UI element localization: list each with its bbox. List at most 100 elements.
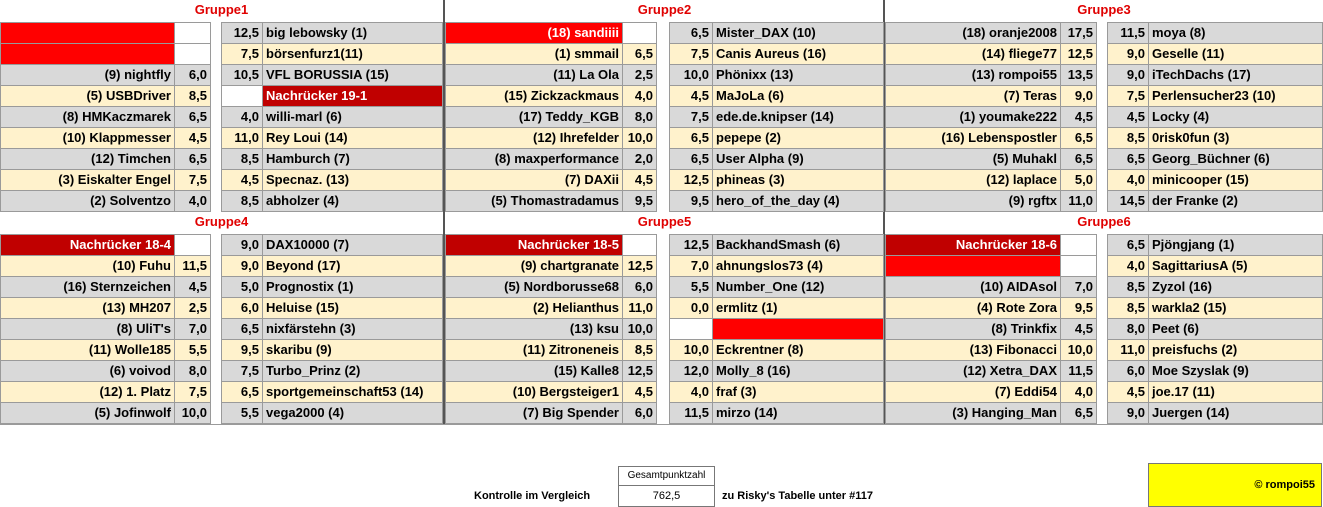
group-title: Gruppe4 [194,214,249,229]
group-title: Gruppe1 [194,2,249,17]
score: 6,5 [1060,127,1097,149]
player-name: (16) Sternzeichen [0,276,175,298]
score: 10,5 [221,64,263,86]
credit: © rompoi55 [1148,463,1322,507]
group-title: Gruppe5 [637,214,692,229]
score: 4,5 [1060,318,1097,340]
player-name: (5) Nordborusse68 [445,276,623,298]
group-title: Gruppe3 [1077,2,1131,17]
score: 6,5 [1107,234,1149,256]
score: 10,0 [174,402,211,424]
player-name: (12) Ihrefelder [445,127,623,149]
player-name: fraf (3) [712,381,884,403]
divider [883,0,885,425]
player-name: User Alpha (9) [712,148,884,170]
score: 9,5 [669,190,713,212]
player-name: Rey Loui (14) [262,127,443,149]
player-name: Zyzol (16) [1148,276,1323,298]
score: 7,5 [1107,85,1149,107]
player-name: (10) Bergsteiger1 [445,381,623,403]
score: 11,0 [221,127,263,149]
player-name: Prognostix (1) [262,276,443,298]
player-name: (8) UliT's [0,318,175,340]
score: 2,5 [174,297,211,319]
score: 7,5 [174,169,211,191]
score: 9,0 [1107,402,1149,424]
player-name: nixfärstehn (3) [262,318,443,340]
player-name: abholzer (4) [262,190,443,212]
player-name: (10) Klappmesser [0,127,175,149]
score: 12,5 [669,234,713,256]
score: 4,5 [622,381,657,403]
score: 6,5 [669,22,713,44]
score: 9,5 [221,339,263,361]
group-title: Gruppe6 [1077,214,1131,229]
score: 6,5 [221,318,263,340]
score: 0,0 [669,297,713,319]
player-name: (10) AIDAsol [885,276,1061,298]
player-name: (12) Xetra_DAX [885,360,1061,382]
player-name: (16) Lebenspostler [885,127,1061,149]
score: 10,0 [669,339,713,361]
score: 4,5 [1107,106,1149,128]
score: 6,5 [174,106,211,128]
score: 5,0 [1060,169,1097,191]
player-name: (8) Trinkfix [885,318,1061,340]
score: 4,0 [669,381,713,403]
footer-note: zu Risky's Tabelle unter #117 [722,490,873,502]
player-name: Nachrücker 18-4 [0,234,175,256]
player-name: DAX10000 (7) [262,234,443,256]
score: 8,5 [174,85,211,107]
score: 7,5 [221,360,263,382]
player-name: ede.de.knipser (14) [712,106,884,128]
player-name: Geselle (11) [1148,43,1323,65]
divider [443,0,445,425]
player-name: (3) Hanging_Man [885,402,1061,424]
score: 4,0 [1107,255,1149,277]
score: 6,0 [174,64,211,86]
player-name: (9) nightfly [0,64,175,86]
player-name: Nachrücker 18-6 [885,234,1061,256]
score: 9,5 [1060,297,1097,319]
player-name: Peet (6) [1148,318,1323,340]
player-name [0,43,175,65]
player-name: Phönixx (13) [712,64,884,86]
score: 12,5 [221,22,263,44]
player-name: preisfuchs (2) [1148,339,1323,361]
score [622,22,657,44]
footer-label: Kontrolle im Vergleich [474,490,591,502]
score: 6,5 [1060,402,1097,424]
score [174,234,211,256]
score: 5,0 [221,276,263,298]
score: 6,0 [221,297,263,319]
player-name: (13) Fibonacci [885,339,1061,361]
score: 8,5 [1107,127,1149,149]
player-name: (9) chartgranate [445,255,623,277]
score: 9,0 [1107,43,1149,65]
score [174,22,211,44]
player-name: Locky (4) [1148,106,1323,128]
player-name: (14) fliege77 [885,43,1061,65]
player-name: (5) Thomastradamus [445,190,623,212]
player-name: (12) 1. Platz [0,381,175,403]
player-name: pepepe (2) [712,127,884,149]
score: 7,5 [221,43,263,65]
score [622,234,657,256]
score: 8,5 [622,339,657,361]
score: 11,5 [669,402,713,424]
score: 4,5 [669,85,713,107]
score: 11,5 [1060,360,1097,382]
player-name: Juergen (14) [1148,402,1323,424]
score: 12,5 [622,255,657,277]
score: 4,0 [174,190,211,212]
score: 12,5 [622,360,657,382]
score: 6,0 [622,402,657,424]
player-name: (5) Muhakl [885,148,1061,170]
player-name: Hamburch (7) [262,148,443,170]
score: 4,5 [1060,106,1097,128]
player-name: Turbo_Prinz (2) [262,360,443,382]
player-name: mirzo (14) [712,402,884,424]
player-name: MaJoLa (6) [712,85,884,107]
score: 10,0 [622,318,657,340]
score: 5,5 [174,339,211,361]
